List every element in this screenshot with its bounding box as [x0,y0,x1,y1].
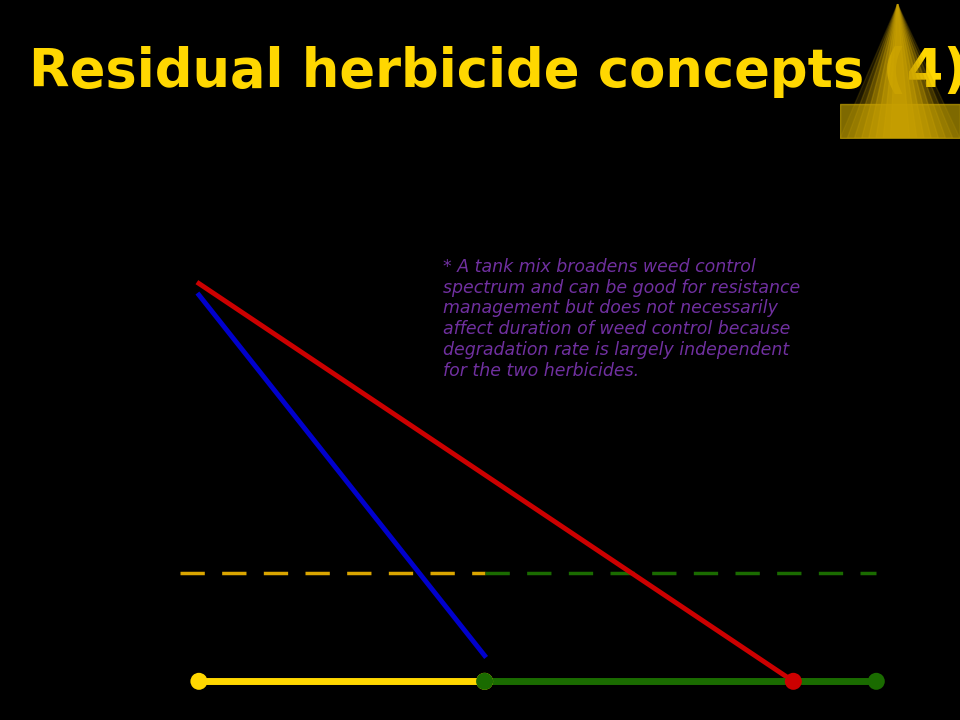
Text: Winter annual weed germination: Winter annual weed germination [205,704,478,720]
Text: Summer annual weed germination: Summer annual weed germination [537,704,825,720]
Polygon shape [876,4,924,138]
Text: Herbicide
concentration
in soil: Herbicide concentration in soil [4,317,145,377]
Point [191,675,206,687]
Text: 1.  Herbicide #1 (red line): 1. Herbicide #1 (red line) [388,200,642,220]
Text: 2.  Herbicide #2 (blue line): 2. Herbicide #2 (blue line) [388,229,652,248]
Text: Residual herbicide concepts (4): Residual herbicide concepts (4) [29,46,960,98]
Polygon shape [848,4,952,138]
Polygon shape [862,4,938,138]
Text: B. Hanson
University of California Weed Science: B. Hanson University of California Weed … [47,680,307,710]
Point [477,675,492,687]
Polygon shape [883,4,917,138]
Point [477,675,492,687]
Point [869,675,884,687]
Polygon shape [869,4,931,138]
Point [785,675,801,687]
Polygon shape [891,4,910,138]
Polygon shape [854,4,946,138]
Text: * A tank mix broadens weed control
spectrum and can be good for resistance
manag: * A tank mix broadens weed control spect… [444,258,801,379]
Text: PRE tank mixture applied in late fall: PRE tank mixture applied in late fall [360,172,710,191]
Polygon shape [840,4,960,138]
Text: Effective
conc. for
control: Effective conc. for control [24,551,83,594]
